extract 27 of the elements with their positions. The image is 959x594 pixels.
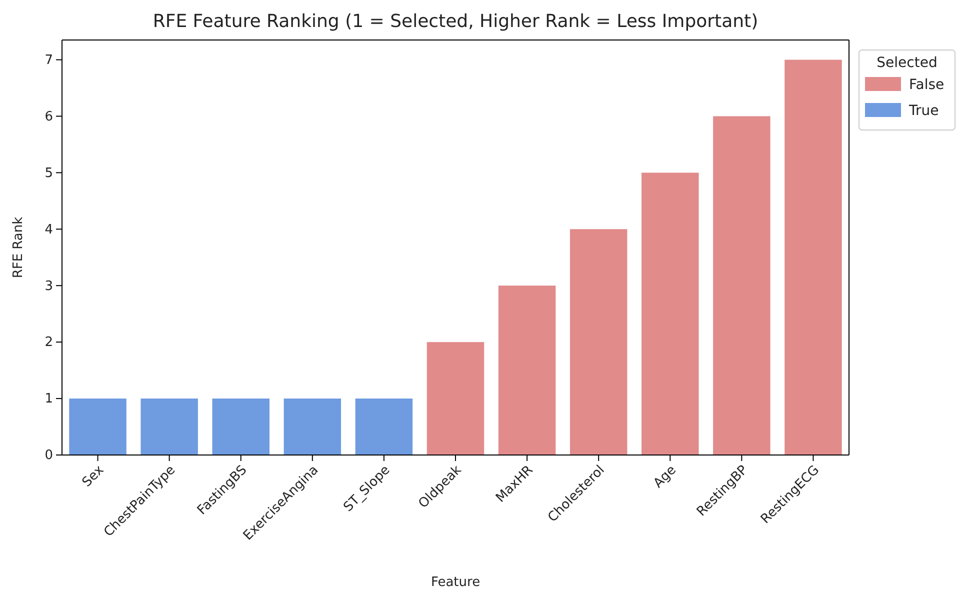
y-tick-label: 2 [44,335,53,350]
y-tick-label: 7 [44,52,53,68]
y-tick-label: 0 [44,448,53,464]
bar [69,398,126,455]
legend-label: True [908,103,939,119]
y-tick-label: 1 [44,392,53,407]
y-tick-label: 6 [44,109,53,124]
chart-title: RFE Feature Ranking (1 = Selected, Higher Rank = Less Important) [152,11,758,32]
bar [212,398,270,455]
y-tick-label: 3 [44,278,53,294]
bar [498,286,556,455]
x-axis-title: Feature [430,575,480,590]
bar [355,398,413,455]
y-axis-title: RFE Rank [11,216,26,278]
bar [426,342,484,455]
y-tick-label: 5 [44,166,53,181]
bar [140,398,198,455]
bar [284,398,342,455]
x-tick-label: Age [650,462,680,492]
bar [784,60,842,455]
legend-title: Selected [876,55,938,71]
bar [642,172,699,455]
legend-label: False [909,77,944,93]
x-tick-label: Sex [80,462,108,490]
bar [570,229,628,455]
y-tick-label: 4 [44,222,53,238]
bar [713,116,770,455]
